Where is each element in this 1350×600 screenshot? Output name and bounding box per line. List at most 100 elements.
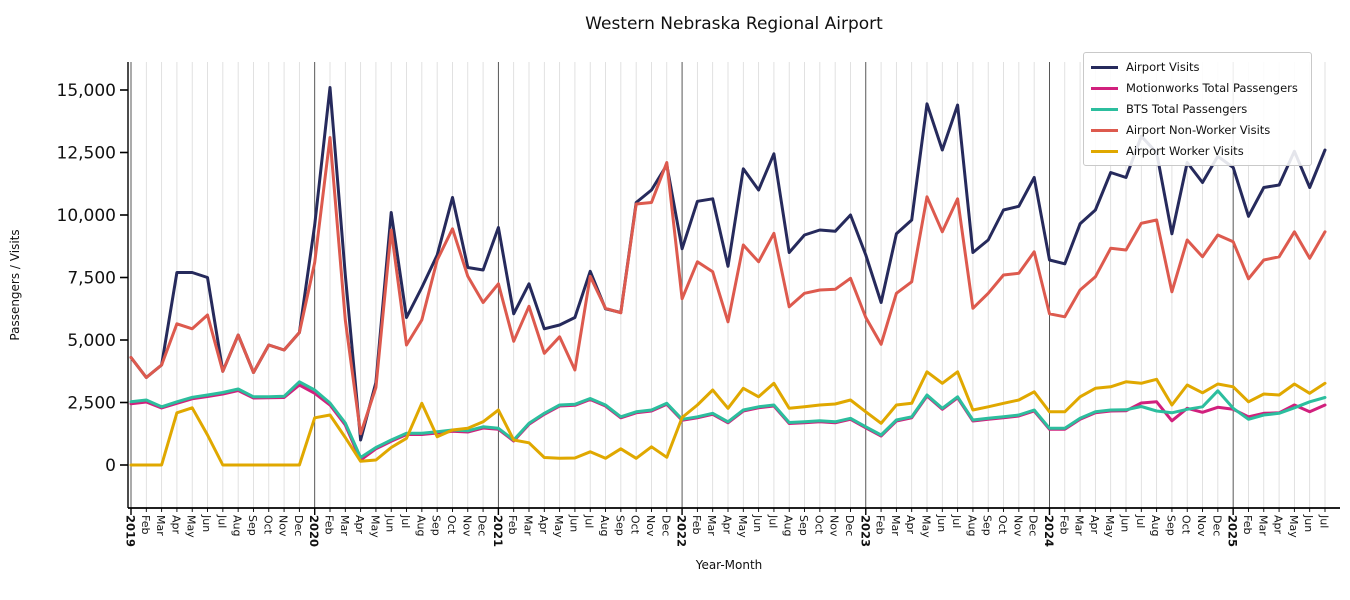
x-tick-label-month: Jul [1134, 514, 1147, 528]
x-tick-label-month: Dec [476, 515, 489, 536]
legend-label: Airport Visits [1126, 60, 1200, 74]
x-tick-label-month: Mar [705, 515, 718, 536]
x-tick-label-month: Mar [1073, 515, 1086, 536]
x-tick-label-month: May [368, 515, 381, 538]
x-tick-label-month: Oct [629, 515, 642, 535]
x-tick-label-month: Apr [353, 515, 366, 535]
x-tick-label-month: Jul [1318, 514, 1331, 528]
x-tick-label-month: Feb [690, 515, 703, 534]
x-tick-label-month: May [736, 515, 749, 538]
x-tick-label-month: May [1103, 515, 1116, 538]
legend-swatch-motionworks-total-passengers [1091, 86, 1118, 90]
y-tick-label: 12,500 [57, 144, 116, 164]
legend-item-airport-visits: Airport Visits [1091, 58, 1303, 76]
y-tick-label: 10,000 [57, 206, 116, 226]
x-tick-label-month: Oct [445, 515, 458, 535]
x-tick-label-month: Oct [812, 515, 825, 535]
x-tick-label-month: Apr [904, 515, 917, 535]
x-tick-label-year: 2021 [491, 515, 505, 547]
x-tick-label-month: Mar [1256, 515, 1269, 536]
legend-item-motionworks-total-passengers: Motionworks Total Passengers [1091, 79, 1303, 97]
x-tick-label-month: Aug [965, 515, 978, 536]
x-tick-label-month: Apr [169, 515, 182, 535]
y-tick-label: 5,000 [67, 331, 116, 351]
x-tick-label-month: Sep [797, 515, 810, 536]
x-tick-label-month: Mar [889, 515, 902, 536]
x-tick-label-month: Mar [154, 515, 167, 536]
x-tick-label-year: 2023 [858, 515, 872, 547]
legend-item-bts-total-passengers: BTS Total Passengers [1091, 100, 1303, 118]
x-tick-label-month: Jul [215, 514, 228, 528]
y-tick-label: 0 [105, 456, 116, 476]
x-tick-label-month: Feb [1241, 515, 1254, 534]
x-tick-label-month: Feb [139, 515, 152, 534]
x-tick-label-month: Nov [277, 515, 290, 537]
x-tick-label-month: Aug [414, 515, 427, 536]
x-tick-label-month: Mar [338, 515, 351, 536]
legend-swatch-airport-worker-visits [1091, 149, 1118, 153]
series-lines [129, 86, 1327, 467]
x-tick-label-month: May [552, 515, 565, 538]
x-tick-label-month: Aug [1149, 515, 1162, 536]
x-tick-label-month: Nov [828, 515, 841, 537]
y-tick-label: 2,500 [67, 394, 116, 414]
x-tick-label-month: Apr [537, 515, 550, 535]
x-tick-label-month: Jun [200, 514, 213, 532]
x-tick-label-month: Apr [1088, 515, 1101, 535]
x-tick-label-month: Dec [1027, 515, 1040, 536]
x-tick-label-month: Aug [782, 515, 795, 536]
x-tick-label-month: Jun [384, 514, 397, 532]
x-tick-label-month: Dec [1210, 515, 1223, 536]
legend-item-airport-worker-visits: Airport Worker Visits [1091, 142, 1303, 160]
x-axis-label: Year-Month [695, 558, 763, 572]
x-tick-label-month: Sep [246, 515, 259, 536]
y-tick-label: 15,000 [57, 81, 116, 101]
x-tick-label-month: May [920, 515, 933, 538]
x-tick-label-month: Apr [1272, 515, 1285, 535]
x-tick-label-month: Apr [721, 515, 734, 535]
x-tick-label-month: Jun [1302, 514, 1315, 532]
x-tick-label-month: Feb [506, 515, 519, 534]
x-tick-label-month: May [1287, 515, 1300, 538]
x-tick-label-year: 2024 [1042, 515, 1056, 547]
series-line-bts-total-passengers [129, 380, 1327, 459]
x-tick-label-month: Sep [430, 515, 443, 536]
legend-label: Airport Worker Visits [1126, 144, 1244, 158]
x-tick-label-year: 2019 [124, 515, 138, 547]
legend-swatch-airport-visits [1091, 65, 1118, 69]
legend-label: Airport Non-Worker Visits [1126, 123, 1271, 137]
x-tick-label-month: Dec [292, 515, 305, 536]
y-tick-label: 7,500 [67, 269, 116, 289]
y-axis-label: Passengers / Visits [8, 229, 22, 340]
x-tick-label-month: Dec [843, 515, 856, 536]
legend-item-airport-non-worker-visits: Airport Non-Worker Visits [1091, 121, 1303, 139]
x-tick-label-month: Nov [1011, 515, 1024, 537]
legend-label: Motionworks Total Passengers [1126, 81, 1298, 95]
series-line-airport-worker-visits [129, 370, 1327, 467]
x-tick-label-year: 2020 [307, 515, 321, 547]
x-tick-label-month: Oct [1180, 515, 1193, 535]
x-tick-label-month: Oct [261, 515, 274, 535]
x-tick-label-month: Jul [583, 514, 596, 528]
x-tick-label-month: Feb [323, 515, 336, 534]
series-line-airport-visits [129, 86, 1327, 442]
x-tick-label-month: Sep [981, 515, 994, 536]
x-tick-label-month: Dec [659, 515, 672, 536]
x-tick-label-year: 2025 [1226, 515, 1240, 547]
x-tick-label-month: Sep [613, 515, 626, 536]
x-tick-label-month: Aug [231, 515, 244, 536]
x-tick-label-year: 2022 [675, 515, 689, 547]
x-tick-label-month: Jul [766, 514, 779, 528]
x-tick-label-month: Oct [996, 515, 1009, 535]
x-tick-label-month: Nov [1195, 515, 1208, 537]
x-tick-label-month: Jul [399, 514, 412, 528]
x-tick-label-month: Sep [1164, 515, 1177, 536]
legend-swatch-airport-non-worker-visits [1091, 128, 1118, 132]
chart-title: Western Nebraska Regional Airport [585, 14, 883, 34]
x-tick-label-month: Feb [874, 515, 887, 534]
x-tick-label-month: May [185, 515, 198, 538]
x-tick-label-month: Jun [1119, 514, 1132, 532]
